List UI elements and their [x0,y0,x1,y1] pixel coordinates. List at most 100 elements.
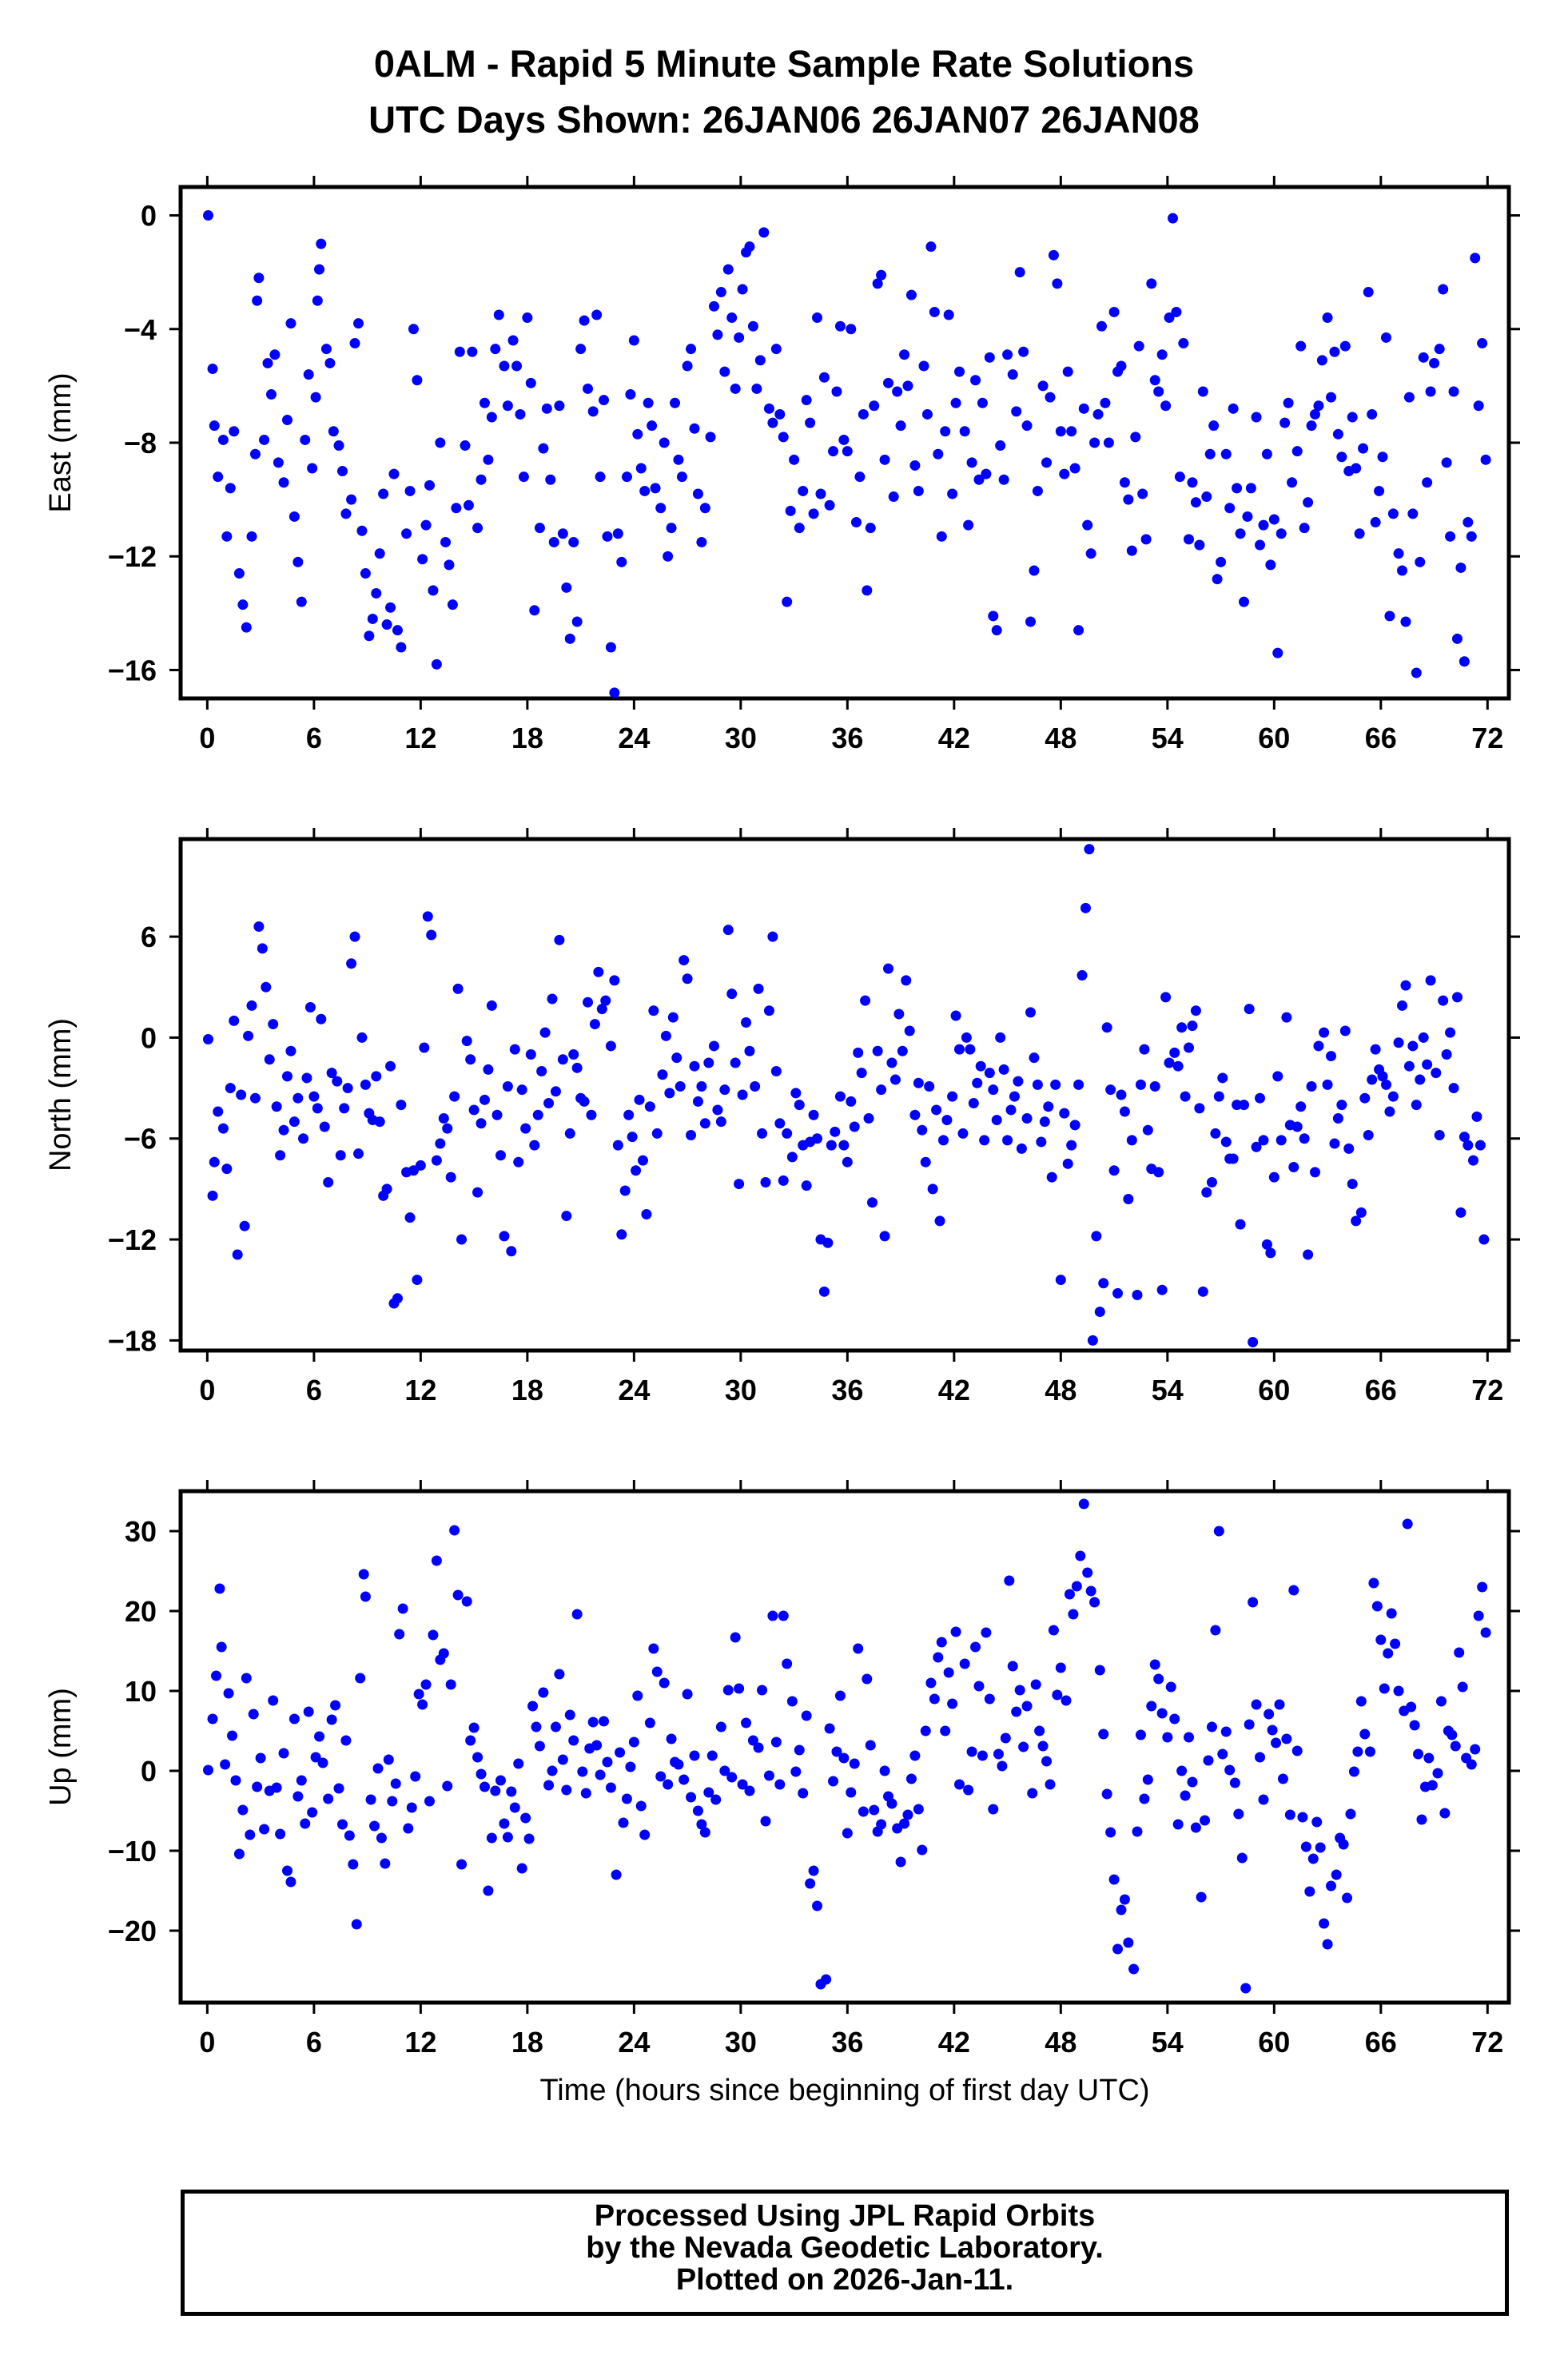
data-point [722,925,734,936]
data-point [1052,1689,1063,1701]
data-point [790,1766,802,1777]
data-point [479,1781,490,1792]
data-point [997,1760,1008,1772]
data-point [1364,1746,1375,1757]
data-point [1288,1162,1299,1173]
data-point [438,1648,449,1659]
data-point [564,1128,575,1139]
data-point [692,1805,703,1816]
data-point [929,306,940,317]
data-point [225,1083,236,1094]
data-point [734,332,745,343]
data-point [753,983,764,994]
data-point [826,1140,837,1151]
data-point [1119,477,1130,488]
data-point [979,1135,990,1146]
data-point [1338,1839,1349,1850]
data-point [1291,446,1303,457]
data-point [241,1673,252,1684]
data-point [1164,1057,1175,1068]
data-point [383,1754,394,1765]
data-point [278,1124,289,1136]
data-point [798,485,809,496]
data-point [1206,1176,1217,1187]
data-point [1169,1713,1180,1724]
data-point [834,320,846,332]
data-point [541,403,552,414]
data-point [818,1286,830,1297]
data-point [381,1183,392,1195]
data-point [1055,1275,1066,1286]
data-point [763,1770,774,1781]
data-point [229,426,240,437]
data-point [1018,346,1029,357]
y-tick-label: −12 [108,540,157,573]
data-point [1059,468,1070,479]
data-point [352,318,364,329]
data-point [233,1848,245,1860]
x-tick-label: 36 [831,722,863,754]
data-point [973,474,985,485]
data-point [1229,1777,1240,1788]
data-point [977,1750,988,1761]
data-point [1435,1696,1447,1707]
data-point [879,454,890,465]
data-point [918,360,929,372]
data-point [491,1109,503,1120]
data-point [679,955,690,966]
data-point [561,582,572,593]
data-point [543,1098,555,1109]
data-point [883,963,894,974]
data-point [631,1165,642,1176]
data-point [579,1096,590,1107]
data-point [1140,534,1152,545]
data-point [970,1641,981,1653]
data-point [722,264,734,275]
data-point [862,585,873,596]
data-point [1295,340,1307,352]
data-point [712,329,723,340]
data-point [1375,1634,1387,1645]
data-point [1403,1060,1415,1072]
data-point [447,599,458,611]
y-axis-label-up: Up (mm) [44,1688,78,1806]
data-point [794,1744,805,1756]
data-point [360,1591,371,1602]
data-point [1178,338,1189,349]
data-point [554,400,565,412]
data-point [1336,1100,1347,1111]
data-point [1258,1794,1269,1805]
data-point [1352,1746,1363,1757]
data-point [312,295,323,306]
data-point [1007,369,1018,380]
y-tick-label: 0 [141,200,157,233]
data-point [782,1658,793,1669]
data-point [747,320,758,332]
data-point [1098,1278,1109,1289]
y-tick-label: −12 [108,1223,157,1256]
data-point [1351,1215,1362,1227]
data-point [364,631,375,642]
data-point [611,1869,622,1880]
data-point [1322,312,1333,324]
data-point [330,1700,341,1711]
data-point [1156,1708,1168,1719]
data-point [682,360,693,372]
data-point [1196,1892,1207,1903]
data-point [1418,1032,1429,1043]
data-point [476,1118,487,1129]
data-point [689,1060,700,1072]
data-point [374,1116,385,1128]
data-point [789,454,800,465]
data-point [872,278,883,289]
data-point [808,1109,819,1120]
data-point [692,1096,703,1107]
data-point [666,1733,677,1744]
data-point [1313,400,1324,412]
data-point [1190,1822,1201,1833]
data-point [1377,1071,1388,1082]
data-point [824,1723,835,1734]
data-point [1272,647,1283,658]
data-point [1101,1022,1112,1033]
data-point [1380,332,1391,343]
